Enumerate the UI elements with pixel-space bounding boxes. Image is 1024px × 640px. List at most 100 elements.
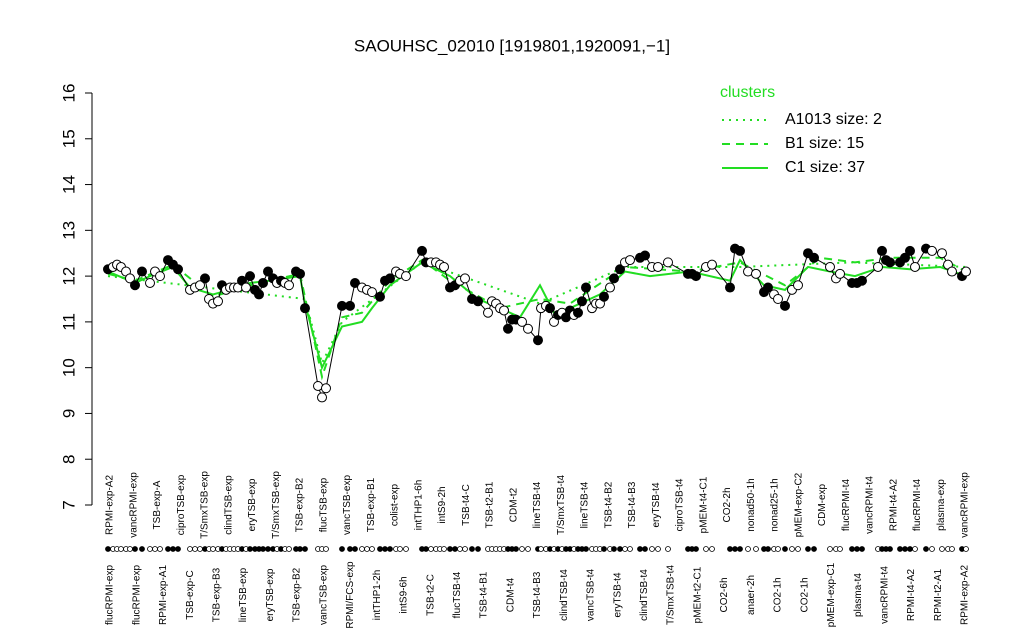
sample-label: vancRPMI-t4 — [879, 566, 890, 624]
sample-label: vancTSB-exp — [318, 565, 329, 625]
sample-point — [910, 261, 920, 272]
y-tick-label: 8 — [59, 454, 78, 463]
cluster-line — [107, 256, 967, 381]
sample-dot — [127, 546, 133, 552]
sample-dot — [152, 546, 158, 552]
sample-point — [439, 261, 449, 272]
sample-dot — [887, 546, 893, 552]
sample-label: anaer-2h — [746, 575, 757, 615]
sample-point — [350, 277, 360, 288]
sample-point — [345, 300, 355, 311]
sample-point — [385, 273, 395, 284]
sample-label: TSB-exp-A — [152, 480, 163, 529]
sample-label: eryTSB-exp — [247, 478, 258, 531]
y-tick-label: 14 — [59, 175, 78, 194]
sample-label: flucRPMI-t4 — [841, 478, 852, 531]
sample-point — [793, 280, 803, 291]
sample-dot — [364, 546, 370, 552]
sample-point — [625, 255, 635, 266]
sample-label: eryTSB-t4 — [651, 482, 662, 527]
sample-point — [653, 261, 663, 272]
sample-label: TSB-t4-B3 — [627, 481, 638, 528]
sample-dot — [939, 546, 945, 552]
sample-point — [735, 245, 745, 256]
sample-label: clindTSB-t4 — [559, 569, 570, 621]
y-tick-label: 16 — [59, 84, 78, 103]
sample-dot — [428, 546, 434, 552]
sample-dot — [765, 546, 771, 552]
sample-dot — [627, 546, 633, 552]
sample-dot — [447, 546, 453, 552]
sample-label: intTHP1-2h — [372, 570, 383, 621]
sample-dot — [745, 546, 751, 552]
sample-point — [254, 289, 264, 300]
sample-dot — [297, 546, 303, 552]
sample-point — [173, 264, 183, 275]
sample-label: CO2-1h — [799, 577, 810, 612]
sample-dot — [637, 546, 643, 552]
sample-dot — [732, 546, 738, 552]
sample-point — [725, 282, 735, 293]
sample-label: T/SmxTSB-exp — [271, 471, 282, 539]
sample-point — [691, 271, 701, 282]
sample-dot — [347, 546, 353, 552]
sample-point — [581, 282, 591, 293]
sample-point — [321, 383, 331, 394]
sample-dot — [525, 546, 531, 552]
sample-dot — [387, 546, 393, 552]
sample-point — [780, 300, 790, 311]
sample-label: CDM-t4 — [505, 577, 516, 612]
sample-label: vancRPMI-t4 — [865, 476, 876, 534]
sample-label: vancTSB-exp — [342, 475, 353, 535]
sample-dot — [789, 546, 795, 552]
sample-dot — [912, 546, 918, 552]
sample-label: vancTSB-t4 — [586, 568, 597, 621]
sample-label: T/SmxTSB-exp — [200, 471, 211, 539]
sample-dot — [583, 546, 589, 552]
sample-dot — [963, 546, 969, 552]
sample-dot — [907, 546, 913, 552]
sample-point — [195, 280, 205, 291]
sample-point — [773, 294, 783, 304]
sample-label: pMEM-t4-C1 — [698, 476, 709, 533]
sample-dot — [897, 546, 903, 552]
sample-point — [460, 273, 470, 284]
legend-label: C1 size: 37 — [785, 159, 865, 176]
sample-dot — [265, 546, 271, 552]
sample-label: nonad50-1h — [746, 478, 757, 531]
sample-label: ciproTSB-t4 — [675, 478, 686, 531]
sample-point — [599, 291, 609, 302]
sample-label: T/SmxTSB-t4 — [556, 475, 567, 535]
sample-dot — [397, 546, 403, 552]
sample-point — [417, 245, 427, 256]
sample-label: CO2-1h — [773, 577, 784, 612]
sample-label: pMEM-t2-C1 — [692, 566, 703, 623]
sample-dot — [247, 546, 253, 552]
sample-point — [200, 273, 210, 284]
sample-dot — [286, 546, 292, 552]
chart-title: SAOUHSC_02010 [1919801,1920091,−1] — [354, 36, 670, 55]
sample-point — [835, 268, 845, 279]
sample-point — [295, 268, 305, 279]
sample-dot — [622, 546, 628, 552]
sample-dot — [323, 546, 329, 552]
sample-dot — [441, 546, 447, 552]
sample-label: CDM-t2 — [508, 487, 519, 522]
legend-title: clusters — [720, 84, 775, 101]
sample-point — [300, 303, 310, 314]
y-tick-label: 12 — [59, 267, 78, 286]
sample-dot — [403, 546, 409, 552]
sample-dot — [452, 546, 458, 552]
sample-label: RPMI-t4-A2 — [888, 478, 899, 531]
sample-dot — [642, 546, 648, 552]
sample-dot — [352, 546, 358, 552]
sample-point — [609, 273, 619, 284]
sample-dot — [923, 546, 929, 552]
sample-dot — [649, 546, 655, 552]
sample-point — [573, 307, 583, 318]
sample-dot — [805, 546, 811, 552]
sample-dot — [187, 546, 193, 552]
sample-point — [375, 291, 385, 302]
sample-dot — [192, 546, 198, 552]
